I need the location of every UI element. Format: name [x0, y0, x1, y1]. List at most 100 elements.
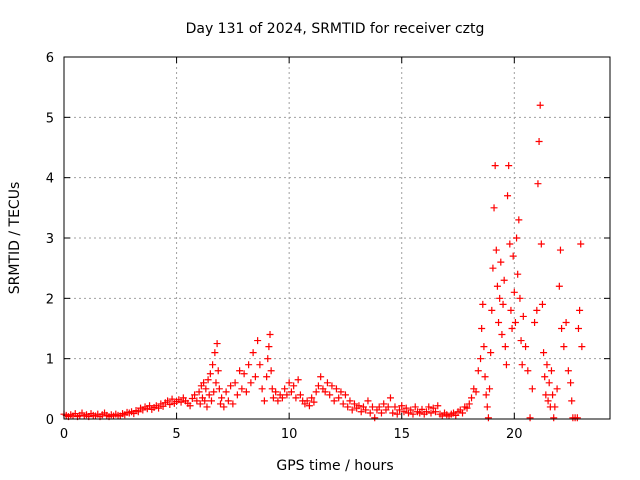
data-point — [560, 343, 568, 351]
x-tick-label: 15 — [393, 427, 410, 442]
data-point — [510, 288, 518, 296]
data-point — [260, 397, 268, 405]
data-point — [427, 409, 435, 417]
data-point — [312, 388, 320, 396]
data-point — [488, 306, 496, 314]
data-point — [547, 367, 555, 375]
y-tick-label: 1 — [46, 353, 54, 368]
data-point — [536, 101, 544, 109]
data-point — [578, 343, 586, 351]
data-point — [432, 408, 440, 416]
data-point — [266, 331, 274, 339]
y-tick-label: 0 — [46, 413, 54, 428]
data-point — [486, 385, 494, 393]
data-point — [216, 400, 224, 408]
y-axis-label: SRMTID / TECUs — [7, 182, 23, 295]
data-point — [577, 240, 585, 248]
data-point — [346, 397, 354, 405]
data-point — [501, 343, 509, 351]
data-point — [212, 379, 220, 387]
data-point — [355, 402, 363, 410]
y-tick-label: 6 — [46, 51, 54, 66]
data-point — [497, 258, 505, 266]
data-point — [513, 234, 521, 242]
data-point — [164, 397, 172, 405]
data-point — [489, 264, 497, 272]
data-point — [573, 414, 581, 422]
data-point — [195, 388, 203, 396]
data-point — [328, 382, 336, 390]
data-point — [258, 385, 266, 393]
data-point — [465, 400, 473, 408]
data-point — [321, 388, 329, 396]
data-point — [459, 409, 467, 417]
data-point — [496, 294, 504, 302]
data-point — [269, 394, 277, 402]
data-point — [395, 406, 403, 414]
data-point — [146, 402, 154, 410]
data-point — [214, 367, 222, 375]
data-point — [364, 397, 372, 405]
data-point — [203, 403, 211, 411]
data-point — [213, 340, 221, 348]
data-point — [545, 379, 553, 387]
data-point — [303, 397, 311, 405]
x-axis-label: GPS time / hours — [276, 458, 393, 474]
data-point — [204, 376, 212, 384]
data-point — [507, 306, 515, 314]
data-point — [508, 325, 516, 332]
data-point — [491, 162, 499, 170]
data-point — [377, 409, 385, 417]
data-point — [326, 391, 334, 399]
data-point — [518, 361, 526, 369]
data-point — [514, 270, 522, 278]
data-point — [335, 394, 343, 402]
data-point — [254, 337, 262, 345]
data-point — [495, 318, 503, 326]
data-point — [205, 391, 213, 399]
data-point — [411, 403, 419, 411]
data-point — [368, 403, 376, 411]
data-point — [380, 400, 388, 408]
data-point — [556, 246, 564, 254]
data-point — [267, 367, 275, 375]
data-point — [429, 404, 437, 412]
data-point — [522, 343, 530, 351]
data-point — [477, 355, 485, 363]
data-point — [484, 414, 492, 422]
data-point — [498, 331, 506, 339]
data-point — [247, 379, 255, 387]
data-point — [177, 398, 185, 406]
data-point — [233, 391, 241, 399]
data-point — [278, 394, 286, 402]
y-tick-label: 3 — [46, 232, 54, 247]
data-point — [227, 382, 235, 390]
x-tick-label: 10 — [281, 427, 298, 442]
data-point — [493, 282, 501, 290]
data-point — [206, 370, 214, 378]
data-point — [534, 180, 542, 188]
data-point — [350, 400, 358, 408]
data-point — [200, 379, 208, 387]
data-point — [317, 373, 325, 381]
data-point — [564, 367, 572, 375]
data-point — [323, 379, 331, 387]
data-point — [339, 400, 347, 408]
data-point — [272, 388, 280, 396]
data-point — [542, 391, 550, 399]
data-point — [201, 397, 209, 405]
data-point — [505, 162, 513, 170]
data-point — [310, 398, 318, 406]
data-point — [481, 373, 489, 381]
data-point — [393, 410, 401, 418]
data-point — [168, 395, 176, 403]
chart-title: Day 131 of 2024, SRMTID for receiver czt… — [186, 21, 485, 37]
data-point — [568, 397, 576, 405]
data-point — [274, 397, 282, 405]
data-point — [218, 394, 226, 402]
data-point — [386, 394, 394, 402]
data-point — [229, 400, 237, 408]
data-point — [344, 403, 352, 411]
data-point — [555, 282, 563, 290]
data-point — [541, 373, 549, 381]
